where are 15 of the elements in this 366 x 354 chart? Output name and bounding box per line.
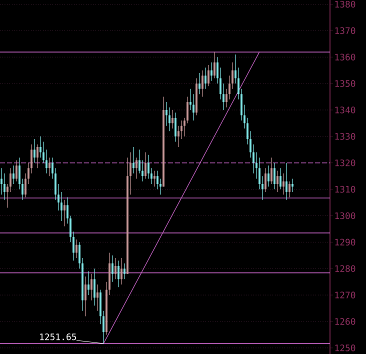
y-tick-label: 1330 xyxy=(335,133,356,140)
y-tick-label: 1250 xyxy=(335,344,356,352)
y-tick-label: 1280 xyxy=(335,265,356,272)
y-tick-label: 1350 xyxy=(335,80,356,87)
y-tick-label: 1370 xyxy=(335,27,356,34)
y-tick-label: 1340 xyxy=(335,106,356,114)
y-tick-label: 1360 xyxy=(335,54,356,60)
y-tick-label: 1260 xyxy=(335,318,356,325)
y-tick-label: 1290 xyxy=(335,238,356,246)
y-tick-label: 1320 xyxy=(335,159,356,166)
y-tick-label: 1300 xyxy=(335,212,356,220)
y-tick-label: 1310 xyxy=(335,186,356,193)
annotation: 1251.65 xyxy=(40,333,76,340)
y-tick-label: 1380 xyxy=(335,0,356,8)
y-tick-label: 1270 xyxy=(335,292,356,298)
